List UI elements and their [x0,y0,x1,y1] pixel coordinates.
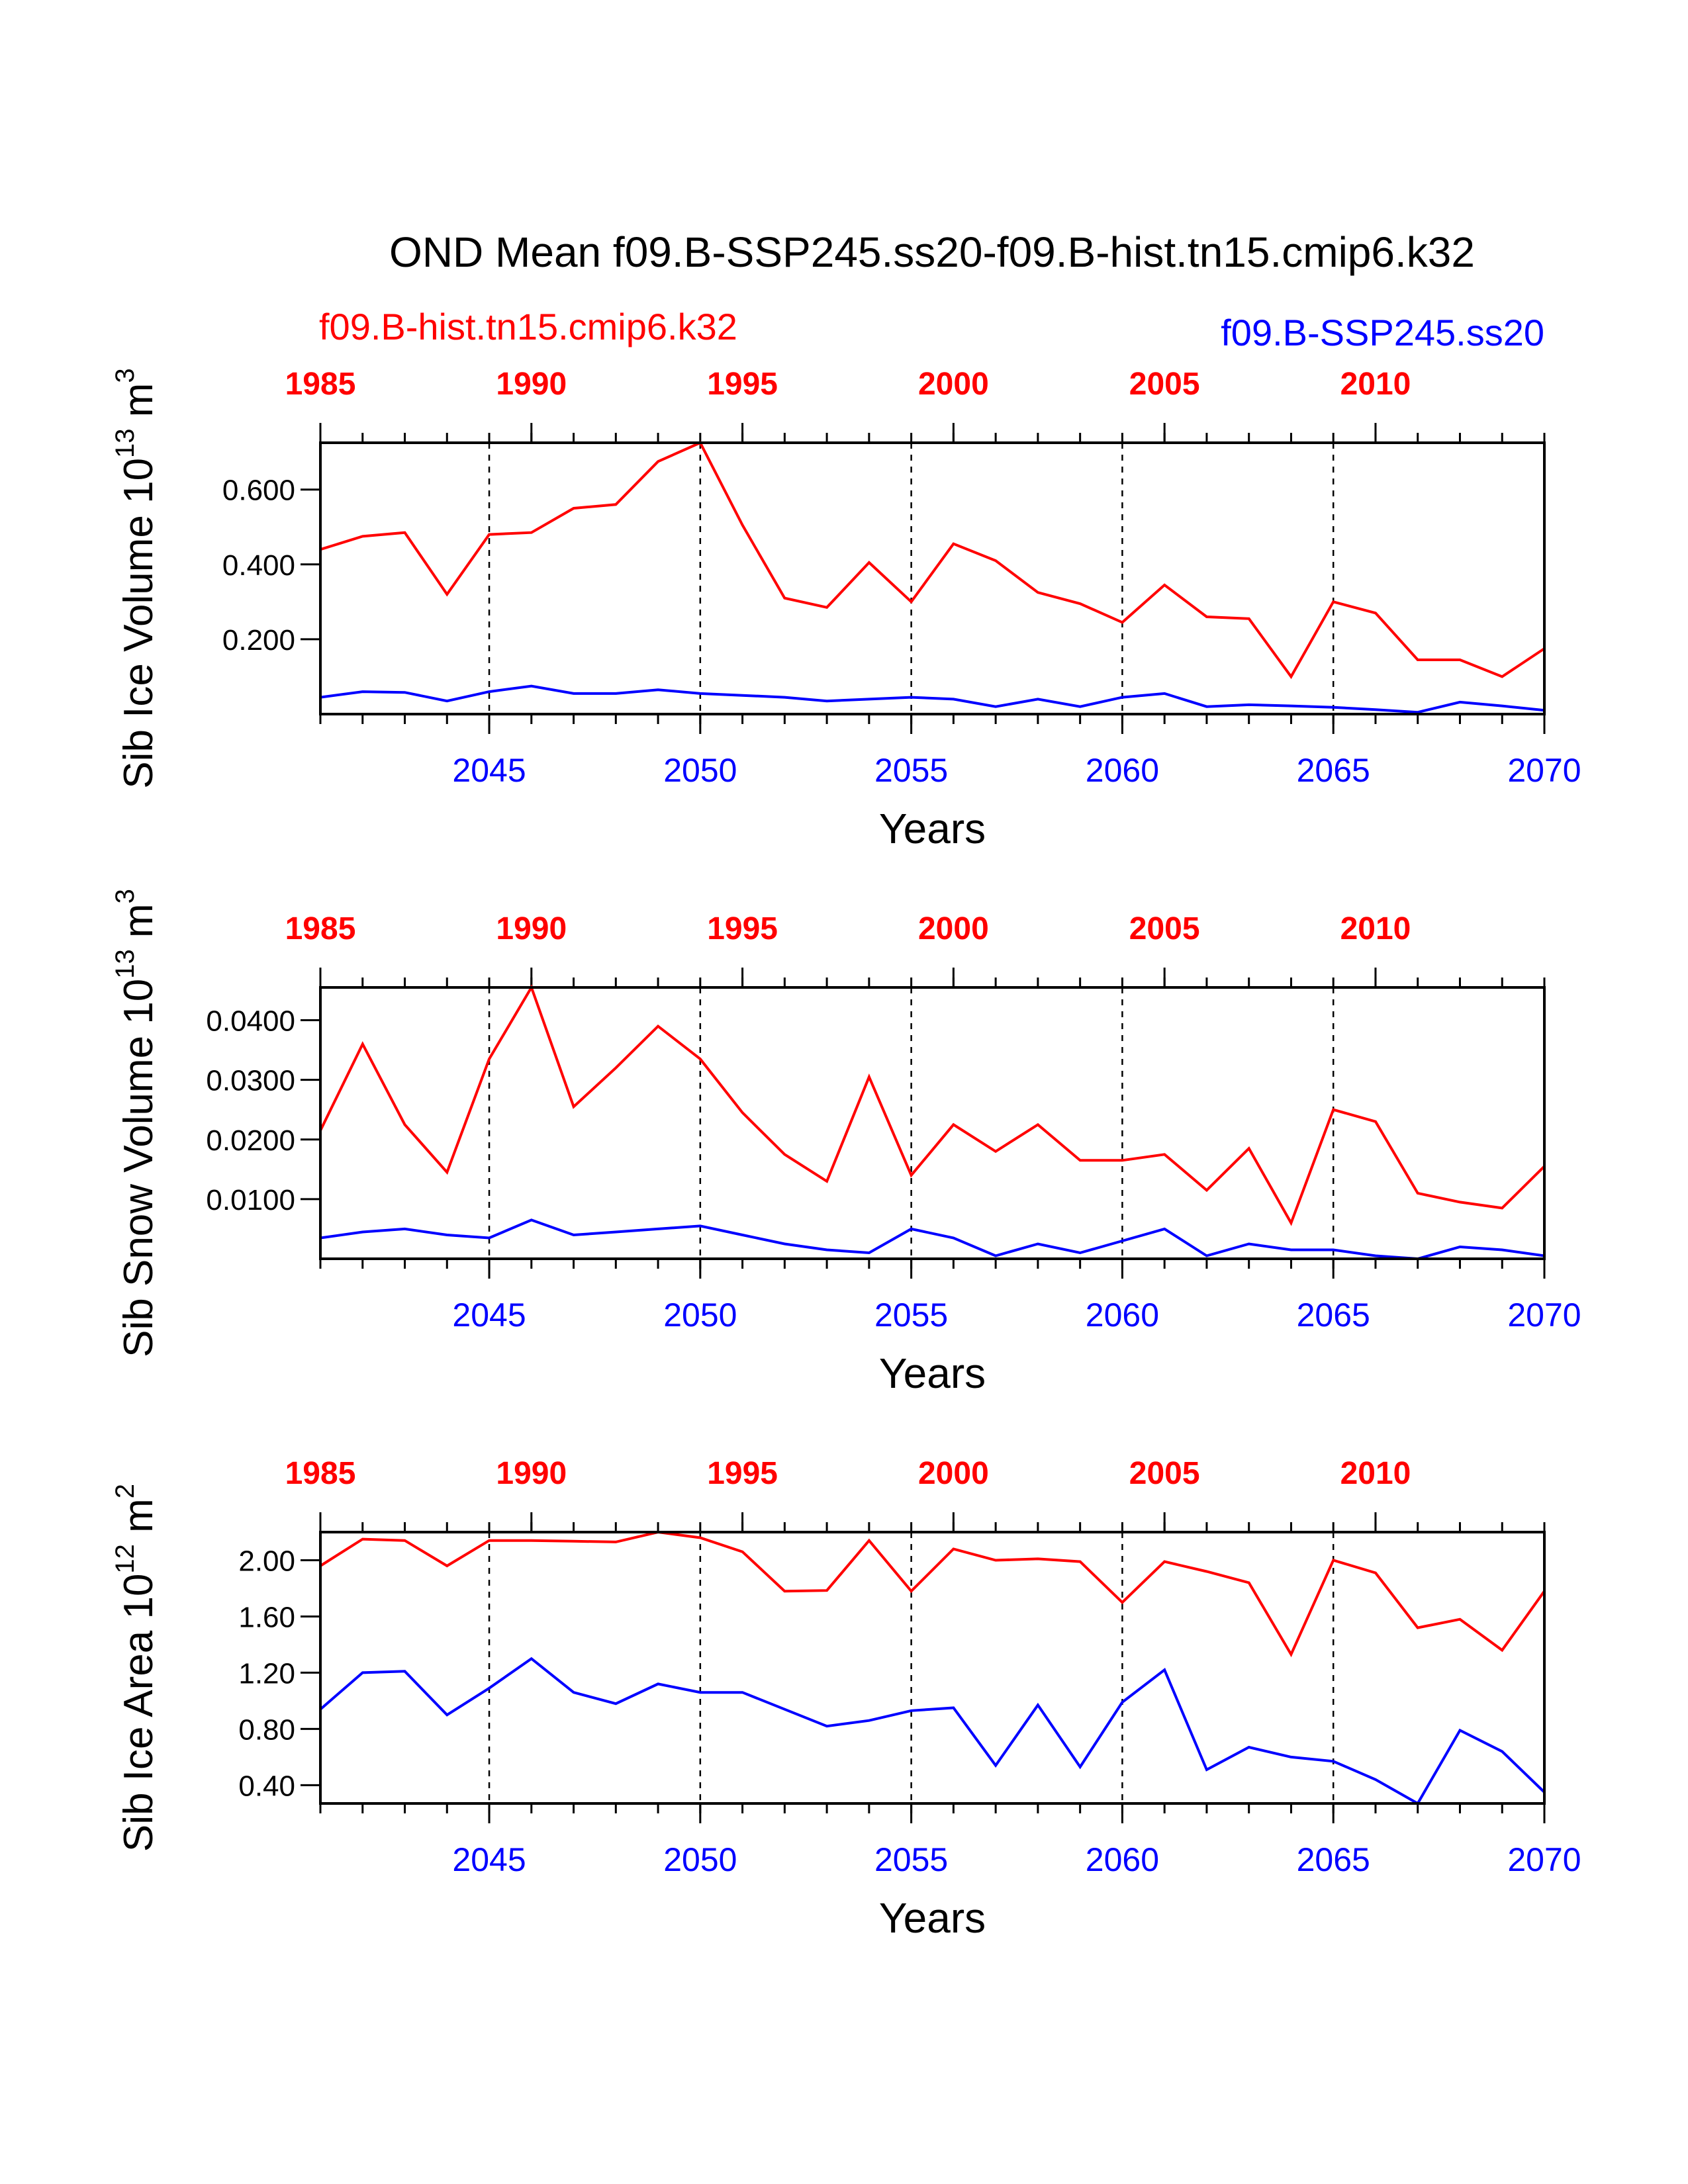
x-top-tick-label: 2000 [918,911,989,946]
x-bottom-tick-label: 2065 [1297,1841,1370,1878]
x-axis-label: Years [879,1894,986,1942]
x-axis-label: Years [879,1349,986,1397]
y-tick-label: 0.0400 [206,1005,295,1038]
x-top-tick-label: 2000 [918,1456,989,1491]
x-bottom-tick-label: 2070 [1507,1841,1581,1878]
y-tick-label: 0.0100 [206,1184,295,1216]
series-line-hist [319,984,1546,1226]
series-line-ssp [319,1657,1546,1805]
y-tick-label: 0.0300 [206,1065,295,1097]
x-top-tick-label: 1985 [285,367,356,402]
legend-label-hist: f09.B-hist.tn15.cmip6.k32 [319,306,737,347]
x-bottom-tick-label: 2070 [1507,1297,1581,1334]
legend-label-ssp: f09.B-SSP245.ss20 [1221,312,1544,353]
x-top-tick-label: 1995 [707,367,778,402]
panels-group: 1985 1990 1995 2000 2005 2010 2045 2050 2055 2060… [111,367,1581,1942]
x-top-tick-label: 1990 [496,1456,567,1491]
y-tick-label: 0.200 [222,624,295,657]
x-top-tick-label: 2005 [1129,911,1200,946]
x-top-tick-label: 2010 [1340,1456,1411,1491]
x-top-tick-label: 1990 [496,911,567,946]
plot-frame [319,986,1546,1260]
y-axis-label: Sib Snow Volume 1013 m3 [111,889,162,1357]
x-top-tick-label: 1985 [285,1456,356,1491]
x-bottom-tick-label: 2050 [663,752,737,789]
x-top-tick-label: 2010 [1340,911,1411,946]
x-bottom-tick-label: 2060 [1086,1297,1159,1334]
plot-frame [319,441,1546,715]
series-line-ssp [320,684,1545,714]
x-top-tick-label: 1995 [707,1456,778,1491]
panel-2: 1985 1990 1995 2000 2005 2010 2045 2050 2055 2060… [111,889,1581,1397]
x-bottom-tick-label: 2045 [452,752,526,789]
x-axis-label: Years [879,805,986,852]
x-bottom-tick-label: 2050 [663,1297,737,1334]
x-bottom-tick-label: 2065 [1297,752,1370,789]
series-line-hist [319,1530,1546,1658]
series-line-hist [320,441,1546,680]
x-bottom-tick-label: 2045 [452,1841,526,1878]
y-tick-label: 0.0200 [206,1124,295,1157]
y-tick-label: 0.40 [238,1770,295,1802]
figure-title: OND Mean f09.B-SSP245.ss20-f09.B-hist.tn… [389,228,1475,276]
y-axis-label: Sib Ice Area 1012 m2 [111,1484,162,1852]
x-bottom-tick-label: 2055 [874,1297,948,1334]
y-tick-label: 0.600 [222,475,295,507]
panel-1: 1985 1990 1995 2000 2005 2010 2045 2050 2055 2060… [111,367,1581,852]
x-bottom-tick-label: 2065 [1297,1297,1370,1334]
panel-3: 1985 1990 1995 2000 2005 2010 2045 2050 2055 2060… [111,1456,1581,1942]
x-top-tick-label: 2000 [918,367,989,402]
x-top-tick-label: 1995 [707,911,778,946]
y-axis-label: Sib Ice Volume 1013 m3 [111,368,162,788]
x-bottom-tick-label: 2050 [663,1841,737,1878]
x-top-tick-label: 2005 [1129,1456,1200,1491]
x-bottom-tick-label: 2045 [452,1297,526,1334]
x-top-tick-label: 2005 [1129,367,1200,402]
x-bottom-tick-label: 2055 [874,752,948,789]
x-bottom-tick-label: 2055 [874,1841,948,1878]
x-bottom-tick-label: 2060 [1086,752,1159,789]
y-tick-label: 0.80 [238,1713,295,1746]
x-bottom-tick-label: 2070 [1507,752,1581,789]
y-tick-label: 1.20 [238,1657,295,1690]
y-tick-label: 1.60 [238,1601,295,1633]
x-top-tick-label: 1985 [285,911,356,946]
y-tick-label: 0.400 [222,549,295,582]
x-top-tick-label: 2010 [1340,367,1411,402]
series-line-ssp [320,1218,1545,1261]
plot-frame [319,1531,1546,1805]
x-bottom-tick-label: 2060 [1086,1841,1159,1878]
x-top-tick-label: 1990 [496,367,567,402]
y-tick-label: 2.00 [238,1545,295,1577]
